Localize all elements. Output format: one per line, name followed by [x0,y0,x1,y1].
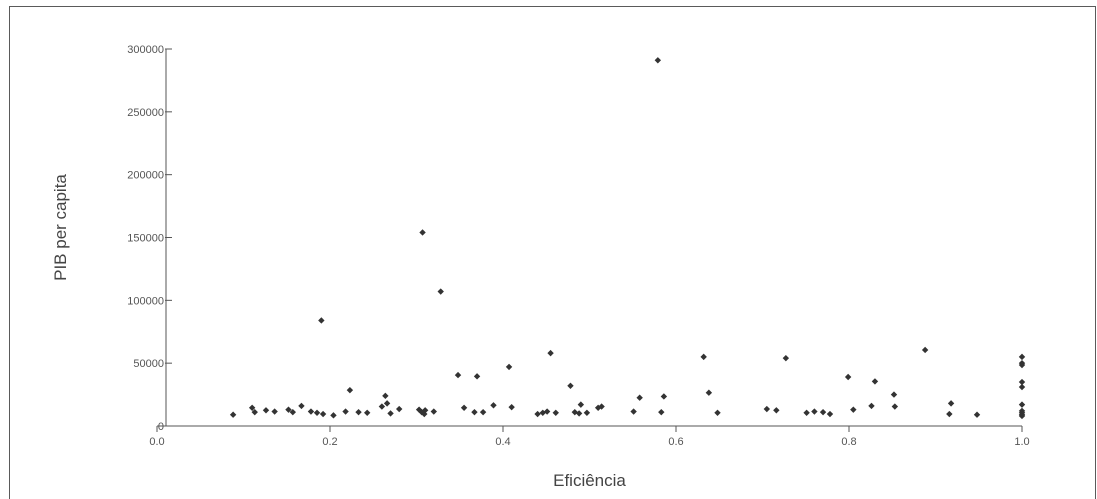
data-point [946,410,953,418]
x-axis: 0.0 0.2 0.4 0.6 0.8 1.0 [149,425,1030,448]
data-point [782,354,790,362]
data-point [819,408,827,416]
data-point [871,378,879,385]
data-point [318,317,325,324]
y-tick-label: 200000 [127,170,164,182]
data-point [705,389,713,396]
data-point [1018,412,1026,420]
data-point [660,393,668,400]
data-point [490,402,497,409]
data-point [437,288,444,295]
data-point [363,409,371,417]
data-point [1018,401,1026,408]
y-axis-title: PIB per capita [51,174,70,281]
data-point [868,402,875,410]
data-point [342,408,349,415]
data-point [285,406,292,413]
data-point [575,410,583,417]
x-tick-label: 0.4 [495,436,510,448]
data-point [378,403,386,410]
data-point [636,394,643,401]
x-tick-label: 1.0 [1014,436,1029,448]
data-point [543,408,551,415]
data-point [419,229,426,236]
x-tick-label: 0.8 [841,436,856,448]
data-point [921,346,929,354]
data-point [539,409,546,417]
data-point [271,408,278,415]
data-point [811,408,818,415]
x-tick-label: 0.6 [668,436,683,448]
data-point [396,405,403,413]
data-point [454,371,462,379]
data-point [289,408,297,416]
data-point [583,409,591,417]
data-point [1018,383,1026,391]
data-point [330,412,337,419]
data-point [973,411,981,418]
data-point [355,408,362,416]
data-point [534,410,541,418]
data-point [577,401,585,408]
data-point [850,406,857,413]
data-point [1018,353,1026,361]
data-point [571,408,578,416]
data-point [803,409,810,417]
data-point [505,363,513,371]
data-point [229,411,237,418]
data-point [298,402,305,410]
y-tick-label: 50000 [133,358,164,370]
data-point [307,408,315,415]
data-point [471,408,478,416]
data-point [383,400,391,407]
y-tick-label: 100000 [127,295,164,307]
y-tick-label: 300000 [127,44,164,56]
data-point [763,405,771,413]
data-point [773,407,780,414]
data-point [421,407,429,414]
data-point [387,410,394,417]
y-tick-label: 0 [158,421,164,433]
data-point [844,373,852,381]
data-point [552,409,559,417]
x-tick-label: 0.2 [322,436,337,448]
data-point [430,408,437,415]
data-point [251,408,258,416]
data-point [547,349,554,357]
data-point [460,404,468,411]
y-tick-label: 250000 [127,107,164,119]
chart-frame [9,6,1096,499]
data-point [598,403,605,410]
x-tick-label: 0.0 [149,436,164,448]
data-point [947,400,955,407]
data-point [382,392,389,400]
data-point [826,410,834,418]
data-point [319,410,327,418]
data-point [479,408,487,416]
data-point [567,382,574,389]
data-point [313,409,321,417]
data-point [346,386,354,394]
data-point [891,403,899,410]
scatter-points [229,57,1026,420]
x-axis-title: Eficiência [553,471,626,490]
data-point [248,404,256,411]
data-point [1018,378,1026,386]
y-axis: 0 50000 100000 150000 200000 250000 300000 [127,44,172,433]
data-point [890,391,898,398]
data-point [700,353,707,361]
data-point [1018,361,1026,369]
data-point [262,407,270,414]
data-point [473,373,481,380]
data-point [630,408,637,415]
data-point [658,408,665,416]
data-point [714,409,721,417]
y-tick-label: 150000 [127,233,164,245]
data-point [508,403,515,411]
data-point [654,57,662,64]
